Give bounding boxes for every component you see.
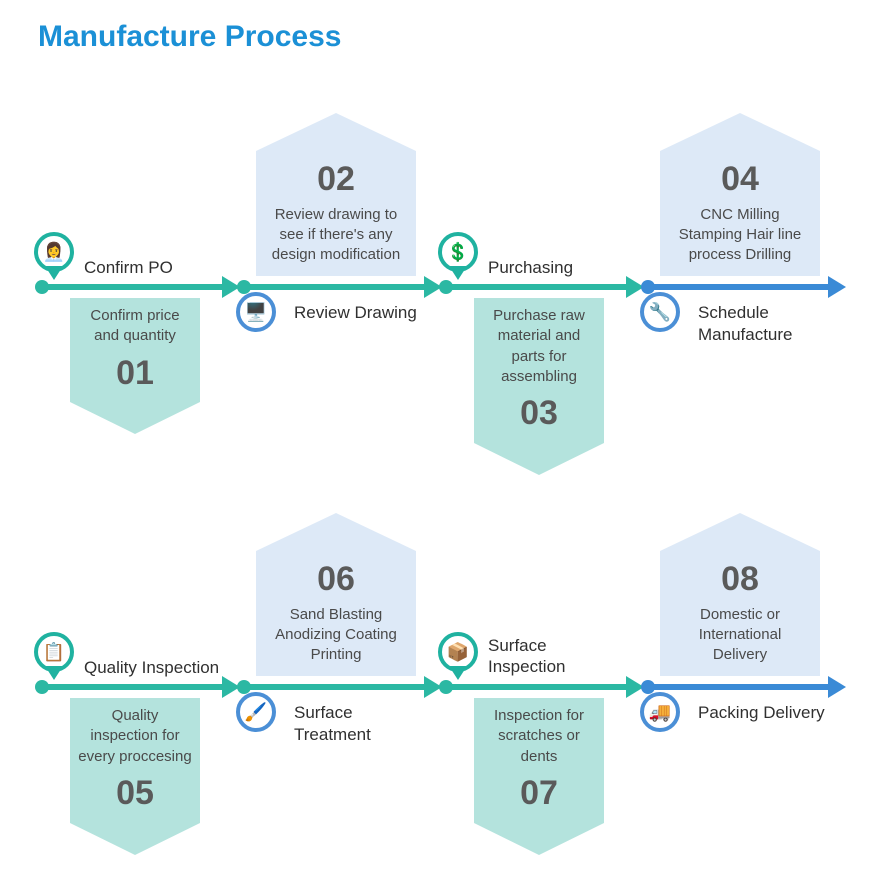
- arrow-start-dot: [35, 280, 49, 294]
- callout-up: 06Sand Blasting Anodizing Coating Printi…: [256, 551, 416, 676]
- arrow-start-dot: [641, 680, 655, 694]
- arrow-head-icon: [828, 676, 846, 698]
- step-label: Review Drawing: [294, 302, 424, 324]
- callout-down: Quality inspection for every proccesing0…: [70, 698, 200, 823]
- step-label: Surface Inspection: [488, 635, 628, 678]
- process-step-02: 02Review drawing to see if there's any d…: [232, 84, 434, 454]
- step-number: 08: [670, 557, 810, 603]
- step-number: 07: [482, 771, 596, 817]
- step-number: 03: [482, 391, 596, 437]
- step-label: Packing Delivery: [698, 702, 828, 724]
- step-number: 01: [78, 351, 192, 397]
- step-number: 06: [266, 557, 406, 603]
- process-step-07: Inspection for scratches or dents07 Surfa…: [434, 484, 636, 854]
- step-pin-icon: 📦: [438, 632, 478, 672]
- step-number: 04: [670, 157, 810, 203]
- step-icon: 🔧: [640, 292, 680, 332]
- arrow-start-dot: [237, 680, 251, 694]
- step-icon: 🖥️: [236, 292, 276, 332]
- arrow-line: [446, 284, 626, 290]
- arrow-start-dot: [439, 680, 453, 694]
- callout-up: 02Review drawing to see if there's any d…: [256, 151, 416, 276]
- arrow-line: [648, 684, 828, 690]
- arrow-start-dot: [641, 280, 655, 294]
- process-step-06: 06Sand Blasting Anodizing Coating Printi…: [232, 484, 434, 854]
- step-description: Sand Blasting Anodizing Coating Printing: [266, 605, 406, 666]
- callout-down: Confirm price and quantity01: [70, 298, 200, 402]
- step-label: Quality Inspection: [84, 657, 224, 678]
- arrow-head-icon: [828, 276, 846, 298]
- callout-down: Inspection for scratches or dents07: [474, 698, 604, 823]
- process-step-01: Confirm price and quantity01 Confirm PO 👩‍…: [30, 84, 232, 454]
- callout-up: 04CNC Milling Stamping Hair line process…: [660, 151, 820, 276]
- arrow-line: [42, 284, 222, 290]
- arrow-line: [42, 684, 222, 690]
- arrow-start-dot: [439, 280, 453, 294]
- step-pin-icon: 📋: [34, 632, 74, 672]
- step-description: Inspection for scratches or dents: [482, 706, 596, 767]
- step-description: CNC Milling Stamping Hair line process D…: [670, 205, 810, 266]
- step-description: Domestic or International Delivery: [670, 605, 810, 666]
- arrow-line: [446, 684, 626, 690]
- arrow-line: [648, 284, 828, 290]
- process-step-03: Purchase raw material and parts for asse…: [434, 84, 636, 454]
- step-pin-icon: 👩‍💼: [34, 232, 74, 272]
- arrow-line: [244, 284, 424, 290]
- process-step-04: 04CNC Milling Stamping Hair line process…: [636, 84, 838, 454]
- step-description: Review drawing to see if there's any des…: [266, 205, 406, 266]
- step-description: Purchase raw material and parts for asse…: [482, 306, 596, 387]
- arrow-start-dot: [237, 280, 251, 294]
- arrow-line: [244, 684, 424, 690]
- process-step-08: 08Domestic or International Delivery Pack…: [636, 484, 838, 854]
- process-diagram: Confirm price and quantity01 Confirm PO 👩‍…: [30, 84, 840, 854]
- page-title: Manufacture Process: [38, 20, 840, 54]
- step-number: 02: [266, 157, 406, 203]
- step-description: Confirm price and quantity: [78, 306, 192, 347]
- step-label: Confirm PO: [84, 257, 224, 278]
- step-icon: 🖌️: [236, 692, 276, 732]
- step-label: Surface Treatment: [294, 702, 424, 746]
- callout-up: 08Domestic or International Delivery: [660, 551, 820, 676]
- process-row: Confirm price and quantity01 Confirm PO 👩‍…: [30, 84, 840, 454]
- arrow-start-dot: [35, 680, 49, 694]
- step-number: 05: [78, 771, 192, 817]
- step-label: Schedule Manufacture: [698, 302, 828, 346]
- step-pin-icon: 💲: [438, 232, 478, 272]
- step-icon: 🚚: [640, 692, 680, 732]
- callout-down: Purchase raw material and parts for asse…: [474, 298, 604, 443]
- step-description: Quality inspection for every proccesing: [78, 706, 192, 767]
- step-label: Purchasing: [488, 257, 628, 278]
- process-row: Quality inspection for every proccesing0…: [30, 484, 840, 854]
- process-step-05: Quality inspection for every proccesing0…: [30, 484, 232, 854]
